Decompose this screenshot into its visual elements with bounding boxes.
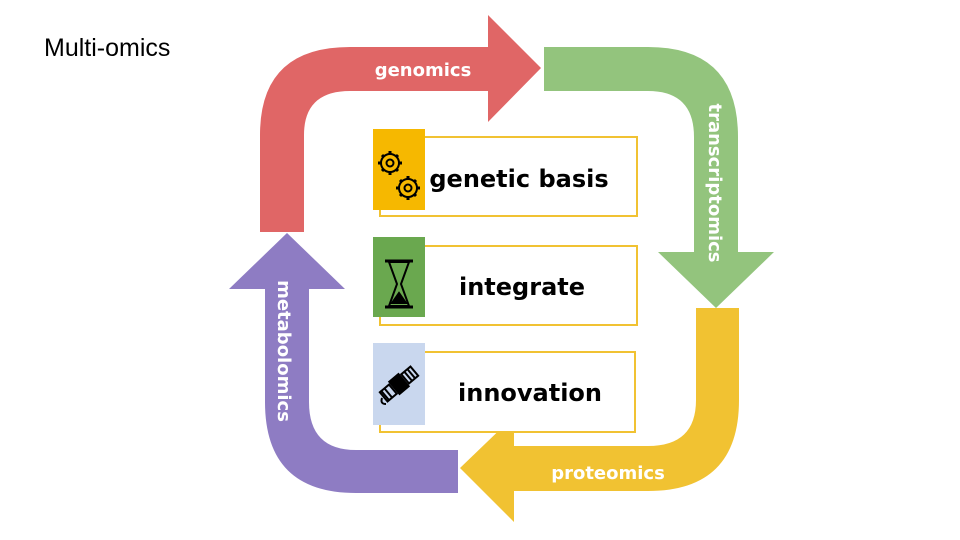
transcriptomics-arrow [544, 47, 774, 308]
card-text: integrate [459, 273, 585, 301]
card-integrate: integrate [373, 237, 638, 326]
satellite-icon [378, 365, 420, 405]
gears-icon [378, 151, 420, 200]
proteomics-label: proteomics [551, 463, 665, 484]
card-text: innovation [458, 379, 602, 407]
card-genetic-basis: genetic basis [373, 129, 638, 217]
card-icon-bg [373, 129, 425, 210]
transcriptomics-label: transcriptomics [704, 103, 725, 262]
metabolomics-arrow [229, 233, 458, 493]
hourglass-icon [385, 259, 413, 309]
genomics-label: genomics [375, 60, 472, 81]
proteomics-arrow [460, 308, 739, 522]
card-text: genetic basis [429, 165, 608, 193]
card-innovation: innovation [373, 343, 636, 433]
metabolomics-label: metabolomics [273, 280, 294, 422]
genomics-arrow [260, 15, 541, 232]
slide-title: Multi-omics [44, 34, 171, 62]
